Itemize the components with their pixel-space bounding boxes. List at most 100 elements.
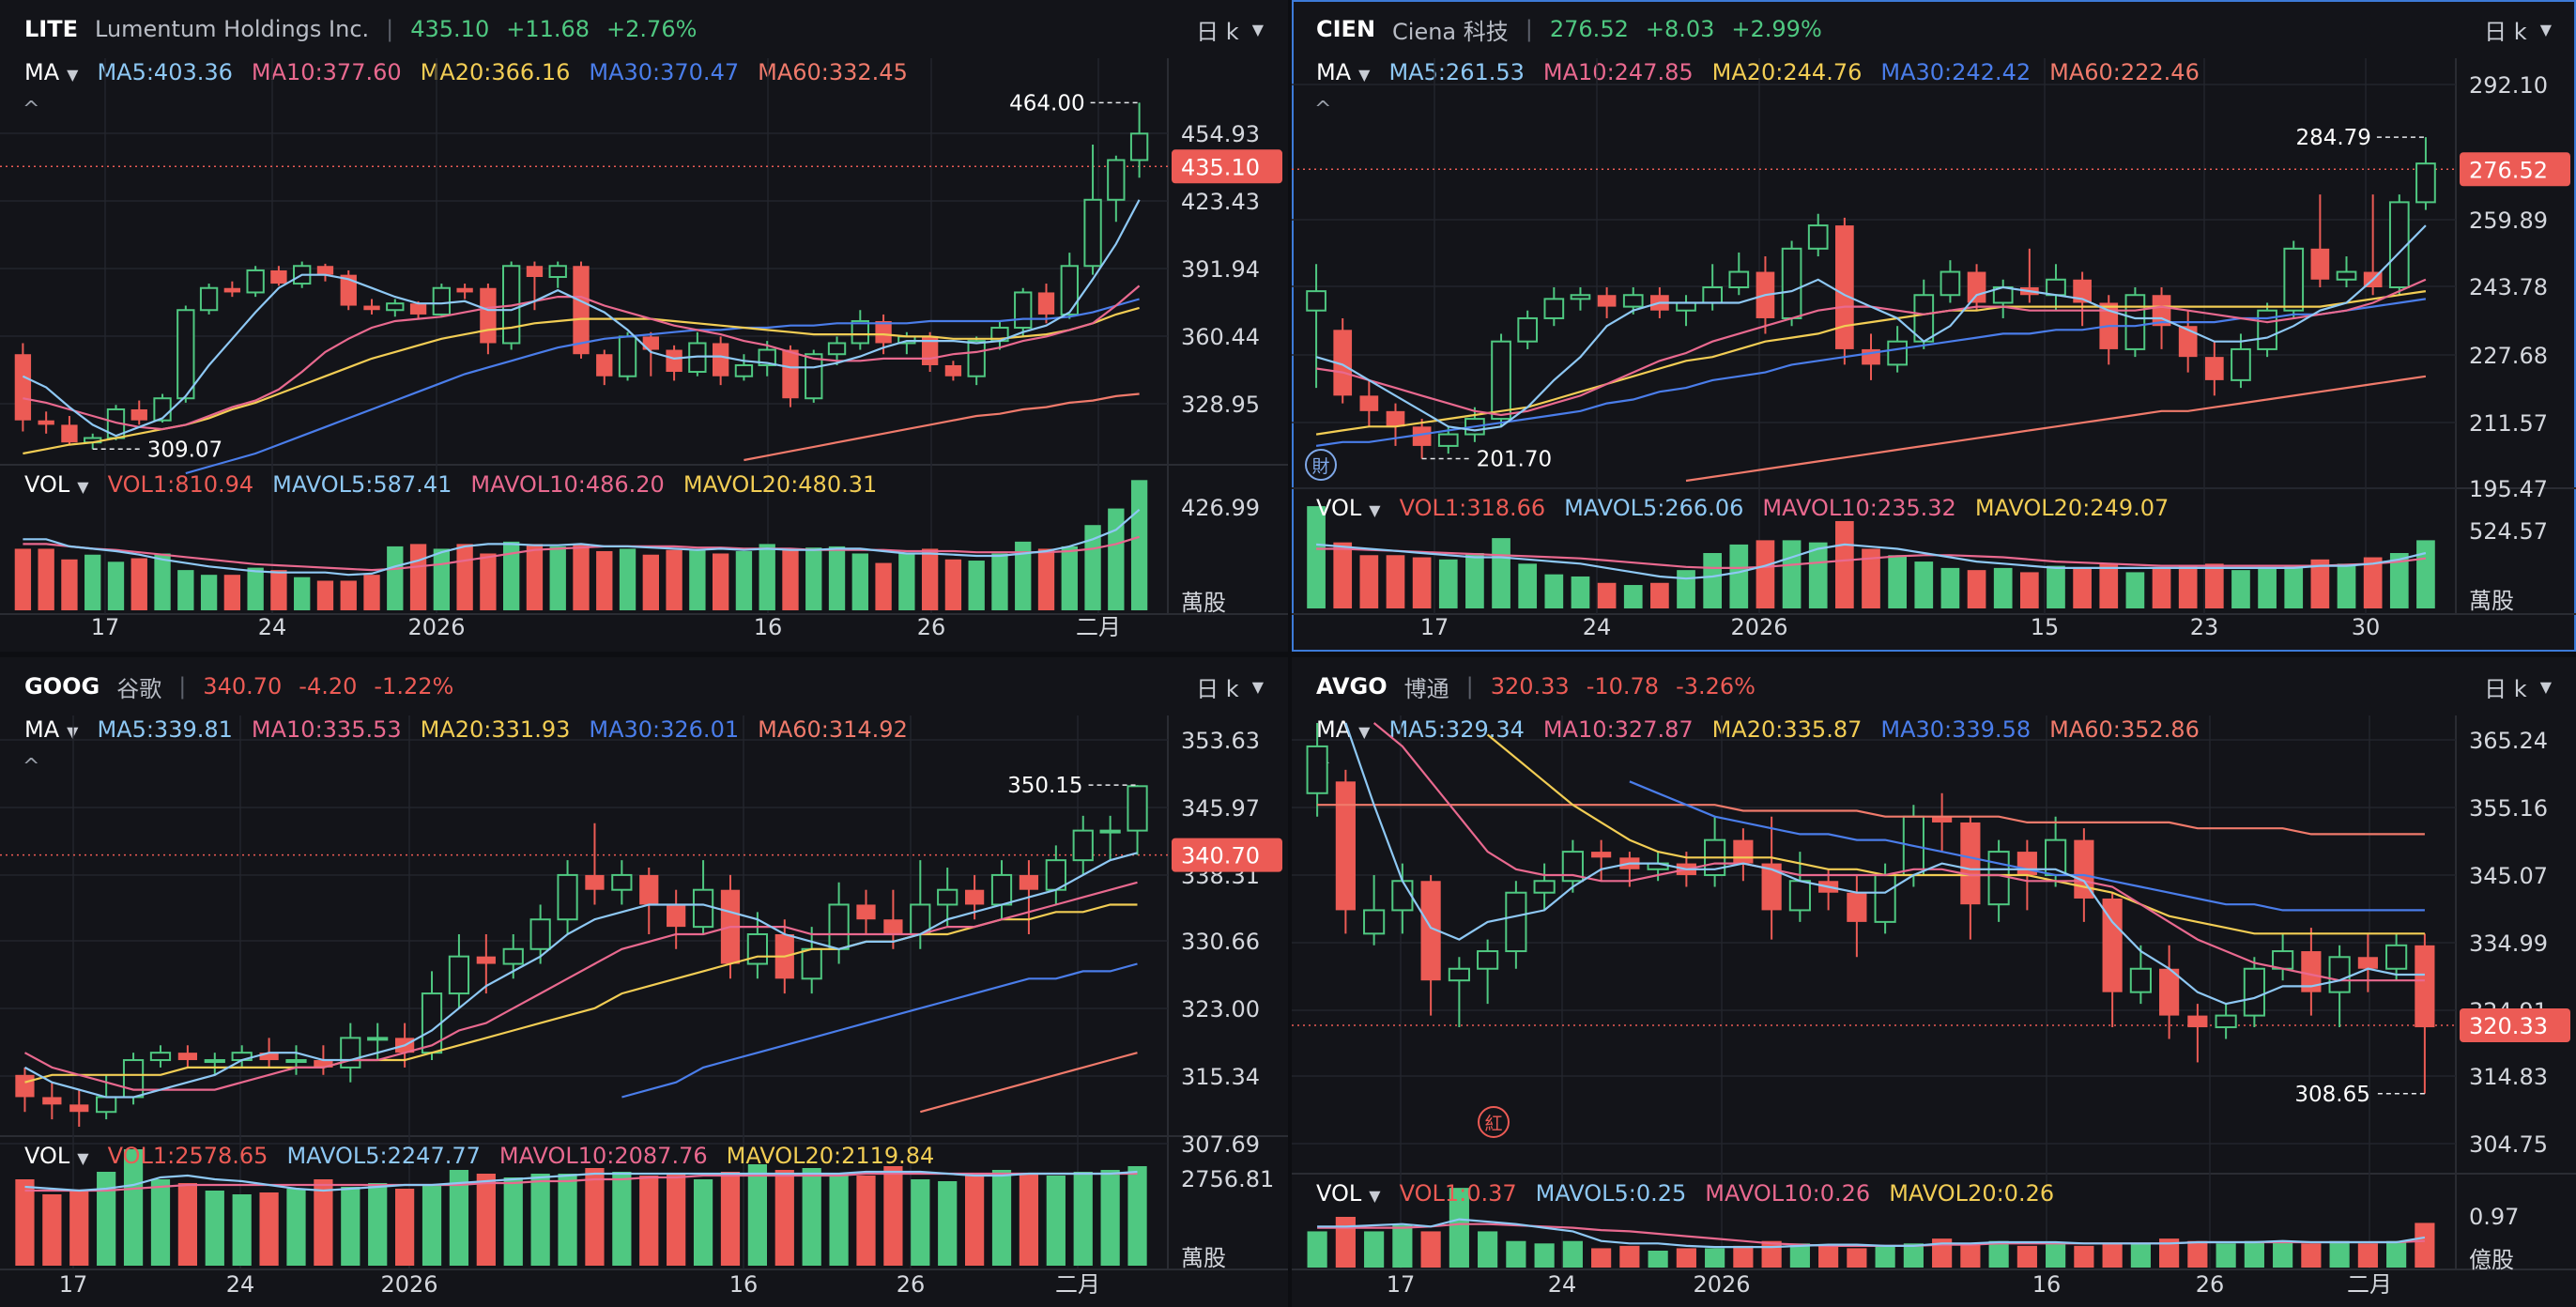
candle-body — [42, 1097, 62, 1105]
ticker-symbol[interactable]: LITE — [24, 16, 78, 42]
chart-panel-avgo[interactable]: AVGO 博通 | 320.33 -10.78 -3.26% 日 k ▼ MA ▼ MA5:329.… — [1292, 657, 2576, 1307]
collapse-chevron-icon[interactable]: ^ — [1314, 98, 1332, 121]
ma-dropdown[interactable]: MA▼ — [24, 59, 78, 85]
price-change-pct: -1.22% — [374, 673, 454, 700]
ma-dropdown[interactable]: MA▼ — [1316, 716, 1370, 743]
mavol5-value: MAVOL5:2247.77 — [286, 1143, 481, 1169]
event-badge[interactable]: 財 — [1305, 449, 1337, 481]
chevron-down-icon: ▼ — [77, 478, 89, 496]
volume-bar — [2074, 1245, 2094, 1268]
mavol5-line — [1316, 543, 2427, 580]
ma20-value: MA20:366.16 — [420, 59, 571, 85]
volume-bar — [69, 1191, 89, 1266]
price-tick-label: 360.44 — [1181, 324, 1260, 350]
volume-bar — [666, 549, 682, 610]
header-separator: | — [1465, 673, 1474, 700]
candle-body — [1019, 874, 1039, 890]
mavol10-value: MAVOL10:235.32 — [1762, 495, 1956, 521]
ma10-line — [23, 881, 1138, 1091]
price-tick-label: 314.83 — [2469, 1064, 2548, 1090]
candle-body — [409, 303, 427, 315]
volume-bar — [1967, 570, 1986, 608]
vol-dropdown[interactable]: VOL ▼ — [24, 1143, 89, 1169]
candle-body — [448, 955, 470, 995]
vol-dropdown[interactable]: VOL ▼ — [1316, 495, 1381, 521]
volume-bar — [1818, 1245, 1839, 1268]
price-change-pct: +2.76% — [606, 16, 698, 42]
candle-body — [69, 1104, 89, 1113]
candle-body — [2178, 326, 2198, 358]
volume-bar — [1703, 553, 1723, 608]
chart-panel-cien[interactable]: CIEN Ciena 科技 | 276.52 +8.03 +2.99% 日 k ▼ MA ▼ MA5… — [1292, 0, 2576, 652]
ma-dropdown[interactable]: MA▼ — [1316, 59, 1370, 85]
candle-body — [177, 1053, 197, 1061]
high-marker-label: 350.15 — [1007, 774, 1082, 798]
volume-bar — [1676, 1248, 1696, 1268]
header-separator: | — [178, 673, 187, 700]
time-axis-label: 26 — [917, 614, 946, 640]
volume-bar — [883, 1166, 903, 1266]
price-tick-label: 353.63 — [1181, 728, 1260, 754]
volume-bar — [286, 1189, 306, 1266]
vol-dropdown[interactable]: VOL ▼ — [1316, 1180, 1381, 1207]
candle-body — [805, 353, 823, 400]
ticker-symbol[interactable]: AVGO — [1316, 673, 1388, 700]
volume-bar — [1562, 1240, 1583, 1268]
ma30-value: MA30:339.58 — [1880, 716, 2032, 743]
collapse-chevron-icon[interactable]: ^ — [23, 98, 40, 121]
volume-bar — [612, 1172, 632, 1266]
volume-bar — [938, 1181, 958, 1266]
ticker-symbol[interactable]: GOOG — [24, 673, 100, 700]
period-selector[interactable]: 日 k ▼ — [2484, 0, 2552, 58]
volume-bar — [1847, 1248, 1867, 1268]
volume-bar — [1100, 1170, 1120, 1266]
current-price-badge — [1172, 149, 1282, 184]
collapse-chevron-icon[interactable]: ^ — [23, 755, 40, 778]
candle-body — [223, 287, 241, 293]
event-badge[interactable]: 紅 — [1478, 1106, 1510, 1138]
ma20-line — [23, 306, 1140, 455]
last-price: 435.10 — [410, 16, 490, 42]
mavol20-value: MAVOL20:249.07 — [1974, 495, 2170, 521]
period-selector[interactable]: 日 k ▼ — [2484, 657, 2552, 715]
current-price-label: 340.70 — [1181, 843, 1260, 869]
candle-body — [1761, 863, 1782, 911]
volume-bar — [712, 553, 729, 610]
time-axis-label: 24 — [258, 614, 287, 640]
time-axis-label: 17 — [1387, 1271, 1416, 1298]
volume-bar — [2016, 1245, 2037, 1268]
candle-body — [1570, 294, 1591, 300]
candle-body — [1099, 829, 1121, 834]
ma20-line — [1486, 733, 2425, 935]
ma-dropdown[interactable]: MA▼ — [24, 716, 78, 743]
candle-body — [1728, 270, 1750, 288]
ticker-symbol[interactable]: CIEN — [1316, 16, 1376, 42]
candle-body — [246, 269, 265, 294]
chevron-down-icon: ▼ — [77, 1149, 89, 1167]
ma10-line — [1372, 722, 2425, 982]
volume-axis-label: 0.97 — [2469, 1204, 2519, 1230]
chart-panel-lite[interactable]: LITE Lumentum Holdings Inc. | 435.10 +11.68 +… — [0, 0, 1288, 652]
volume-bar — [409, 544, 427, 610]
time-axis-label: 26 — [2196, 1271, 2225, 1298]
volume-bar — [61, 559, 78, 610]
volume-bar — [747, 1164, 767, 1266]
candle-body — [1940, 270, 1961, 297]
volume-bar — [449, 1170, 469, 1266]
mavol5-line — [24, 1170, 1138, 1192]
ma60-line — [744, 392, 1140, 462]
price-tick-label: 345.97 — [1181, 795, 1260, 822]
candle-body — [758, 348, 776, 366]
volume-unit-label: 萬股 — [1181, 1245, 1226, 1271]
vol-dropdown[interactable]: VOL ▼ — [24, 471, 89, 498]
current-price-label: 435.10 — [1181, 154, 1260, 180]
ma20-value: MA20:244.76 — [1711, 59, 1863, 85]
period-selector[interactable]: 日 k ▼ — [1196, 657, 1264, 715]
ma5-line — [1344, 722, 2425, 1006]
period-selector[interactable]: 日 k ▼ — [1196, 0, 1264, 58]
volume-bar — [991, 1170, 1012, 1266]
volume-bar — [596, 550, 613, 610]
candle-body — [502, 947, 524, 965]
candle-body — [2159, 968, 2180, 1016]
